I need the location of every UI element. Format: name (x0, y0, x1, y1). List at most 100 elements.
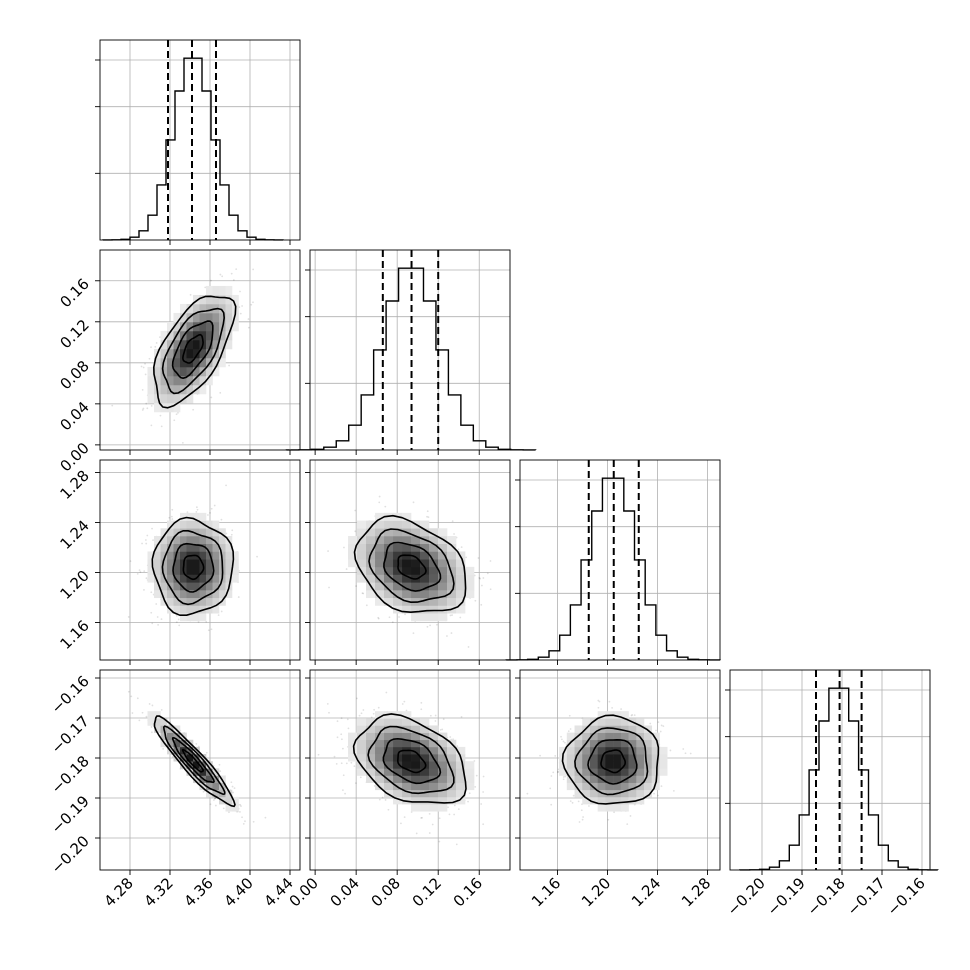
density-cell (180, 551, 187, 560)
density-cell (180, 605, 187, 614)
density-cell (411, 754, 421, 762)
sample-point (186, 511, 189, 514)
density-cell (212, 775, 220, 783)
density-cell (180, 303, 187, 314)
density-cell (384, 551, 394, 560)
density-cell (173, 574, 181, 583)
density-cell (438, 574, 448, 583)
sample-point (653, 792, 655, 795)
density-cell (160, 339, 168, 350)
sample-point (171, 508, 174, 511)
sample-point (626, 823, 629, 825)
sample-point (580, 809, 583, 812)
sample-point (222, 807, 225, 810)
density-cell (186, 520, 194, 529)
x-tick-label: 4.40 (220, 874, 256, 910)
density-cell (186, 512, 194, 521)
density-cell (160, 582, 168, 591)
y-tick-label: −0.17 (48, 712, 93, 757)
density-cell (154, 402, 161, 413)
density-cell (447, 574, 457, 583)
density-cell (429, 768, 439, 776)
sample-point (360, 712, 363, 715)
density-cell (193, 348, 200, 359)
density-cell (147, 384, 155, 395)
sample-point (247, 318, 250, 320)
density-cell (167, 543, 174, 552)
density-cell (160, 536, 168, 545)
density-cell (154, 551, 161, 560)
sample-point (607, 818, 610, 821)
scatter-panel-2-1 (305, 459, 511, 665)
density-cell (173, 339, 181, 350)
density-cell (193, 613, 200, 622)
scatter-panel-3-2: 1.16 1.20 1.24 1.28 (515, 669, 721, 910)
sample-point (250, 303, 253, 306)
sample-point (377, 617, 380, 620)
sample-point (111, 404, 114, 407)
density-cell (212, 543, 220, 552)
sample-point (353, 765, 356, 768)
sample-point (446, 635, 448, 637)
contour-0 (397, 554, 427, 580)
density-cell (212, 357, 220, 368)
contour-3 (153, 715, 236, 808)
sample-point (372, 712, 375, 715)
density-cell (465, 582, 475, 591)
density-cell (438, 566, 448, 575)
density-cell (429, 804, 439, 812)
density-cell (456, 768, 466, 776)
density-cell (212, 520, 220, 529)
density-cell (402, 559, 412, 568)
sample-point (362, 592, 365, 595)
density-cell (180, 339, 187, 350)
density-cell (375, 512, 385, 521)
density-cell (366, 746, 376, 755)
histogram-2 (505, 477, 721, 661)
density-cell (173, 739, 181, 748)
sample-point (336, 736, 339, 739)
density-cell (456, 775, 466, 783)
density-cell (393, 574, 403, 583)
sample-point (144, 362, 146, 365)
density-cell (212, 574, 220, 583)
sample-point (482, 577, 485, 579)
sample-point (140, 365, 143, 368)
density-cell (212, 559, 220, 568)
hist-panel-1 (285, 249, 537, 455)
scatter-panel-1-0: 0.000.040.080.120.16 (56, 249, 301, 475)
sample-point (660, 785, 663, 788)
density-cell (384, 574, 394, 583)
density-cell (186, 321, 194, 332)
sample-point (355, 585, 357, 587)
density-cell (147, 711, 155, 719)
density-cell (199, 312, 207, 323)
density-cell (212, 551, 220, 560)
density-cell (411, 796, 421, 805)
density-cell (206, 520, 213, 529)
density-cell (193, 754, 200, 762)
panel-frame (519, 459, 721, 661)
density-cell (384, 566, 394, 575)
density-cell (154, 393, 161, 404)
sample-point (689, 752, 692, 755)
sample-point (479, 577, 482, 580)
sample-point (264, 816, 267, 819)
density-cell (199, 768, 207, 776)
density-cell (173, 357, 181, 368)
density-cell (411, 551, 421, 560)
density-cell (429, 732, 439, 741)
density-cell (173, 543, 181, 552)
density-cell (357, 739, 367, 748)
density-cell (212, 321, 220, 332)
density-cell (465, 768, 475, 776)
density-cell (438, 528, 448, 537)
density-cell (384, 597, 394, 606)
density-cell (456, 582, 466, 591)
sample-point (449, 736, 452, 738)
density-cell (206, 366, 213, 377)
sample-point (439, 728, 442, 731)
contour-2 (367, 725, 455, 795)
density-cell (219, 590, 226, 599)
sample-point (429, 714, 432, 717)
